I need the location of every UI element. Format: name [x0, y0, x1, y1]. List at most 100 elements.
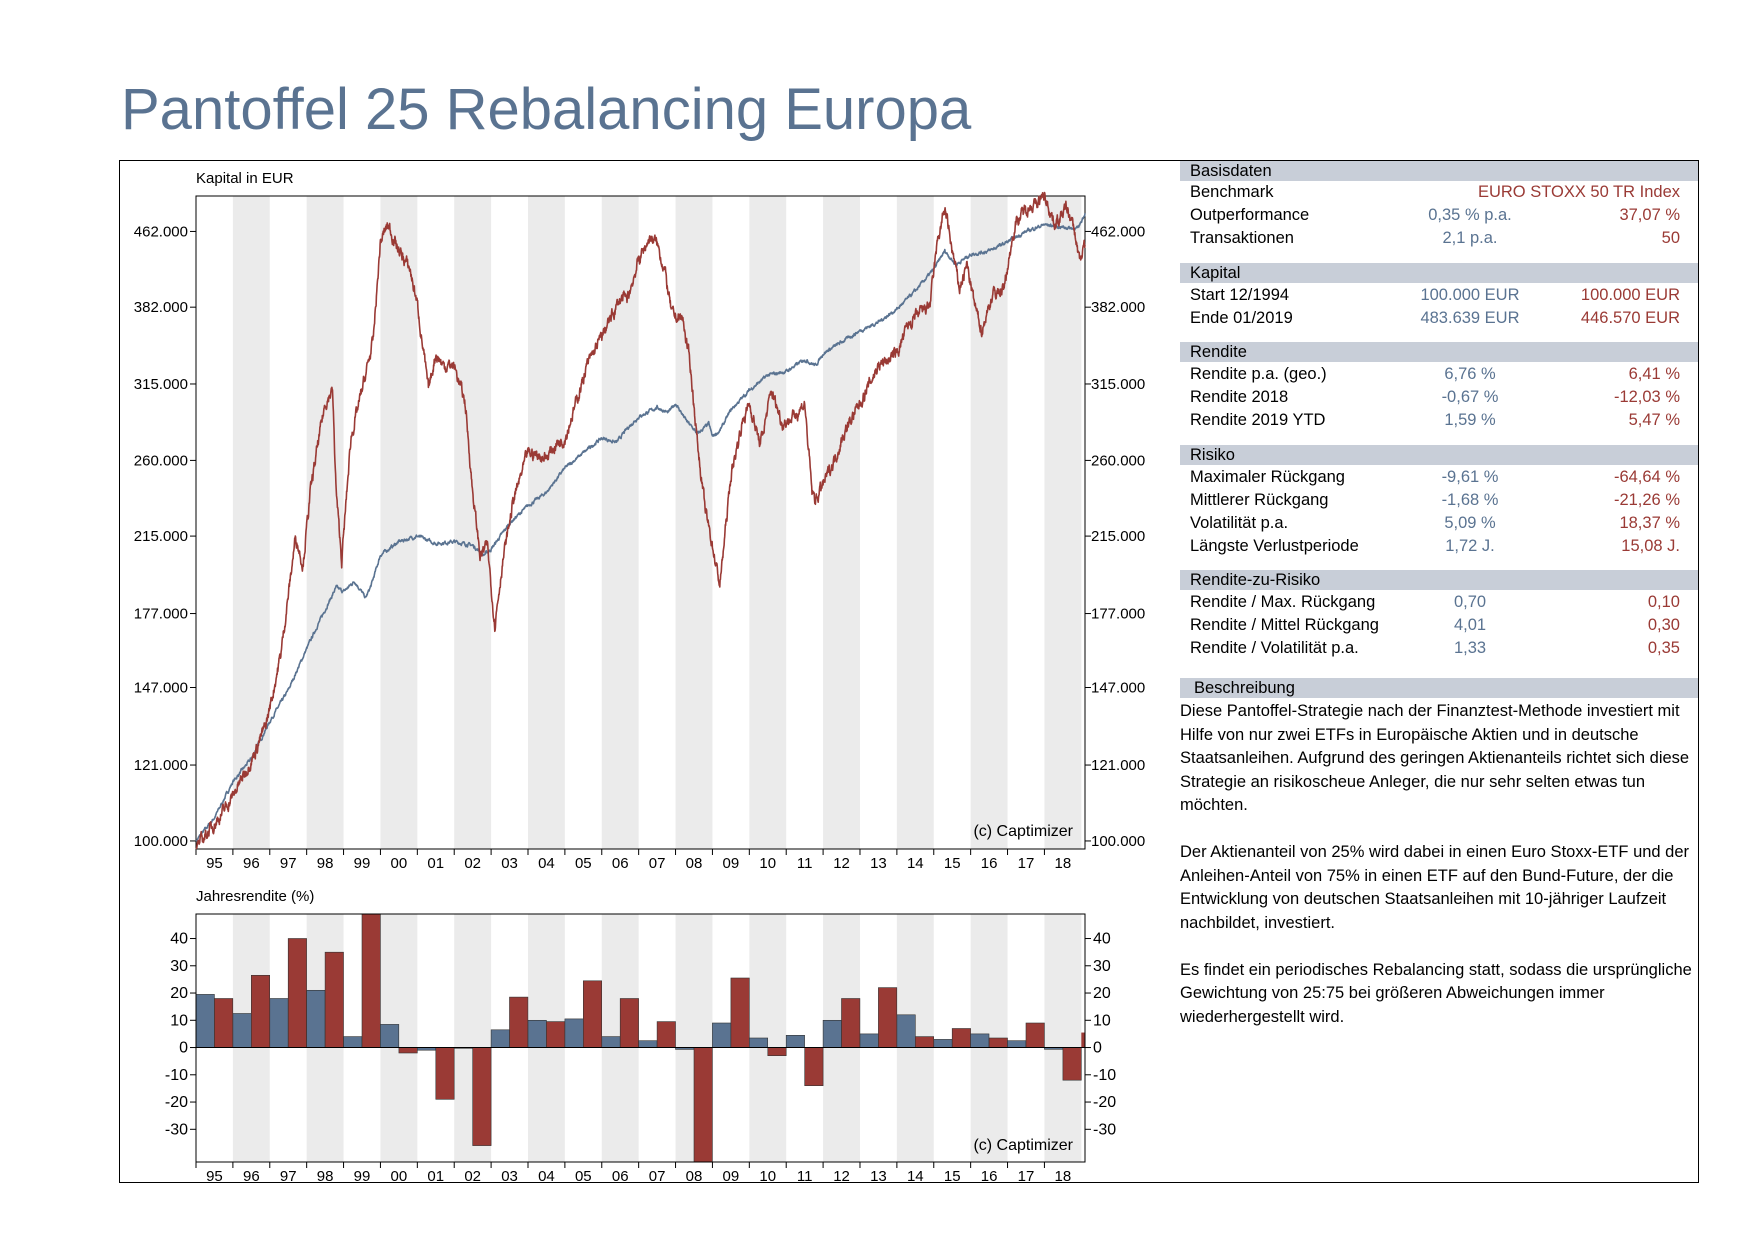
- y-axis-title: Jahresrendite (%): [196, 888, 314, 905]
- benchmark-value: 446.570 EUR: [1580, 309, 1680, 327]
- strategy-bar: [859, 1033, 879, 1048]
- benchmark-value: -12,03 %: [1613, 388, 1680, 406]
- x-tick-label: 99: [354, 855, 371, 872]
- benchmark-bar: [435, 1047, 455, 1100]
- x-tick-label: 95: [206, 855, 223, 872]
- strategy-bar: [1007, 1040, 1027, 1048]
- x-tick-label: 15: [944, 1168, 961, 1185]
- x-tick-label: 97: [280, 1168, 297, 1185]
- benchmark-bar: [398, 1047, 418, 1054]
- benchmark-bar: [509, 996, 529, 1048]
- section-header-rendite: Rendite: [1180, 342, 1698, 362]
- row-label: Rendite / Mittel Rückgang: [1190, 616, 1379, 634]
- row-label: Rendite 2019 YTD: [1190, 411, 1326, 429]
- row-label: Rendite 2018: [1190, 388, 1289, 406]
- y-tick-label: 177.000: [1091, 606, 1145, 623]
- y-tick-label: 147.000: [1091, 680, 1145, 697]
- benchmark-bar-2019: [1081, 1032, 1085, 1048]
- year-band: [454, 196, 492, 849]
- row-rzr-max: Rendite / Max. Rückgang 0,70 0,10: [1190, 591, 1690, 613]
- strategy-bar: [748, 1037, 768, 1048]
- x-tick-label: 03: [501, 855, 518, 872]
- benchmark-bar: [582, 980, 602, 1048]
- chart-frame: [119, 160, 1699, 1183]
- strategy-bar: [527, 1019, 547, 1048]
- strategy-value: 5,09 %: [1444, 514, 1496, 532]
- benchmark-value: -64,64 %: [1613, 468, 1680, 486]
- y-tick-label: 177.000: [134, 606, 188, 623]
- benchmark-bar: [251, 974, 271, 1048]
- row-label: Ende 01/2019: [1190, 309, 1293, 327]
- watermark: (c) Captimizer: [973, 1137, 1073, 1154]
- x-tick-label: 95: [206, 1168, 223, 1185]
- benchmark-bar: [619, 998, 639, 1048]
- benchmark-bar: [878, 987, 898, 1048]
- strategy-bar: [601, 1036, 621, 1048]
- x-tick-label: 03: [501, 1168, 518, 1185]
- y-tick-label: 100.000: [1091, 833, 1145, 850]
- y-tick-label: -10: [1093, 1067, 1116, 1084]
- year-band: [601, 196, 639, 849]
- benchmark-bar: [287, 938, 307, 1048]
- benchmark-line: [195, 191, 1086, 850]
- year-band: [380, 196, 418, 849]
- x-tick-label: 02: [464, 855, 481, 872]
- benchmark-value: 18,37 %: [1619, 514, 1680, 532]
- x-tick-label: 98: [317, 1168, 334, 1185]
- x-tick-label: 13: [870, 855, 887, 872]
- strategy-value: 0,70: [1453, 593, 1487, 611]
- benchmark-bar: [546, 1021, 566, 1048]
- benchmark-bar: [951, 1028, 971, 1048]
- row-start: Start 12/1994 100.000 EUR 100.000 EUR: [1190, 284, 1690, 306]
- strategy-value: 4,01: [1453, 616, 1487, 634]
- x-tick-label: 07: [649, 1168, 666, 1185]
- benchmark-bar: [693, 1047, 713, 1163]
- x-tick-label: 09: [723, 1168, 740, 1185]
- strategy-bar: [638, 1040, 658, 1048]
- row-volatilitaet: Volatilität p.a. 5,09 % 18,37 %: [1190, 512, 1690, 534]
- benchmark-name: EURO STOXX 50 TR Index: [1477, 183, 1680, 201]
- x-tick-label: 02: [464, 1168, 481, 1185]
- benchmark-bar: [914, 1036, 934, 1048]
- x-tick-label: 98: [317, 855, 334, 872]
- plot-border: [195, 913, 1086, 1163]
- benchmark-value: 0,35: [1647, 639, 1680, 657]
- y-tick-label: 20: [170, 985, 188, 1002]
- benchmark-value: -21,26 %: [1613, 491, 1680, 509]
- strategy-bar: [380, 1024, 400, 1048]
- section-header-basisdaten: Basisdaten: [1180, 161, 1698, 181]
- watermark: (c) Captimizer: [973, 823, 1073, 840]
- description-paragraph: Der Aktienanteil von 25% wird dabei in e…: [1180, 843, 1690, 932]
- row-label: Längste Verlustperiode: [1190, 537, 1359, 555]
- benchmark-bar: [730, 977, 750, 1048]
- description: Diese Pantoffel-Strategie nach der Finan…: [1180, 700, 1698, 1053]
- year-band: [232, 196, 270, 849]
- y-tick-label: -30: [165, 1121, 188, 1138]
- row-verlustperiode: Längste Verlustperiode 1,72 J. 15,08 J.: [1190, 535, 1690, 557]
- row-label: Start 12/1994: [1190, 286, 1290, 304]
- year-band: [823, 196, 860, 849]
- row-outperformance: Outperformance 0,35 % p.a. 37,07 %: [1190, 204, 1690, 226]
- section-header-beschreibung: Beschreibung: [1180, 678, 1698, 698]
- row-mittlerer-rueckgang: Mittlerer Rückgang -1,68 % -21,26 %: [1190, 489, 1690, 511]
- x-tick-label: 18: [1055, 855, 1072, 872]
- strategy-bar: [712, 1022, 732, 1048]
- benchmark-bar: [1025, 1022, 1045, 1048]
- charts-svg: 100.000 100.000 121.000 121.000 147.000 147.0…: [134, 170, 1145, 1185]
- description-paragraph: Es findet ein periodisches Rebalancing s…: [1180, 960, 1692, 1026]
- x-tick-label: 07: [649, 855, 666, 872]
- row-label: Rendite / Volatilität p.a.: [1190, 639, 1359, 657]
- benchmark-bar: [361, 913, 381, 1048]
- row-max-rueckgang: Maximaler Rückgang -9,61 % -64,64 %: [1190, 466, 1690, 488]
- x-tick-label: 12: [833, 855, 850, 872]
- y-tick-label: -20: [1093, 1094, 1116, 1111]
- x-tick-label: 99: [354, 1168, 371, 1185]
- row-rzr-mittel: Rendite / Mittel Rückgang 4,01 0,30: [1190, 614, 1690, 636]
- year-band: [527, 196, 565, 849]
- benchmark-bar: [472, 1047, 492, 1146]
- row-benchmark: Benchmark EURO STOXX 50 TR Index: [1190, 181, 1690, 203]
- row-label: Rendite / Max. Rückgang: [1190, 593, 1376, 611]
- x-tick-label: 10: [759, 1168, 776, 1185]
- x-tick-label: 06: [612, 1168, 629, 1185]
- section-header-kapital: Kapital: [1180, 263, 1698, 283]
